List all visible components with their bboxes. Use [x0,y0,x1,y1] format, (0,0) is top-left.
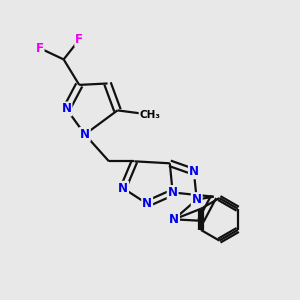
Text: N: N [169,213,179,226]
Text: N: N [80,128,90,141]
Text: F: F [36,42,43,55]
Text: F: F [75,33,83,46]
Text: N: N [61,103,71,116]
Text: N: N [168,186,178,199]
Text: N: N [189,165,199,178]
Text: N: N [192,193,202,206]
Text: N: N [142,197,152,210]
Text: CH₃: CH₃ [140,110,160,120]
Text: N: N [118,182,128,195]
